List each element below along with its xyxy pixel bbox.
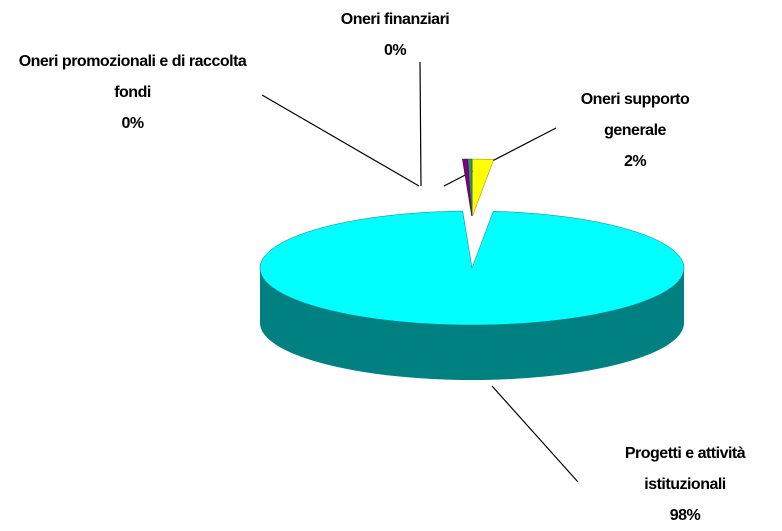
category-label: Oneri supporto generale (580, 91, 690, 139)
leader-line (443, 127, 557, 187)
category-label: Progetti e attività istituzionali (624, 445, 746, 493)
value-label: 0% (121, 115, 144, 132)
pie-slice-side (260, 268, 684, 380)
pie-slice (472, 158, 495, 217)
slice-label: Oneri promozionali e di raccolta fondi 0% (5, 46, 260, 139)
leader-line (419, 61, 422, 187)
slice-label: Oneri finanziari 0% (300, 4, 490, 66)
leader-line (491, 385, 579, 483)
value-label: 2% (623, 153, 647, 170)
leader-line (261, 94, 420, 187)
slice-label: Oneri supporto generale 2% (560, 84, 710, 177)
leader-lines (261, 61, 579, 483)
value-label: 0% (383, 42, 407, 59)
pie-slice (467, 158, 473, 217)
category-label: Oneri promozionali e di raccolta fondi (18, 53, 247, 101)
value-label: 98% (669, 507, 701, 524)
category-label: Oneri finanziari (340, 11, 450, 28)
slice-label: Progetti e attività istituzionali 98% (590, 438, 780, 531)
pie-slice (259, 210, 685, 326)
